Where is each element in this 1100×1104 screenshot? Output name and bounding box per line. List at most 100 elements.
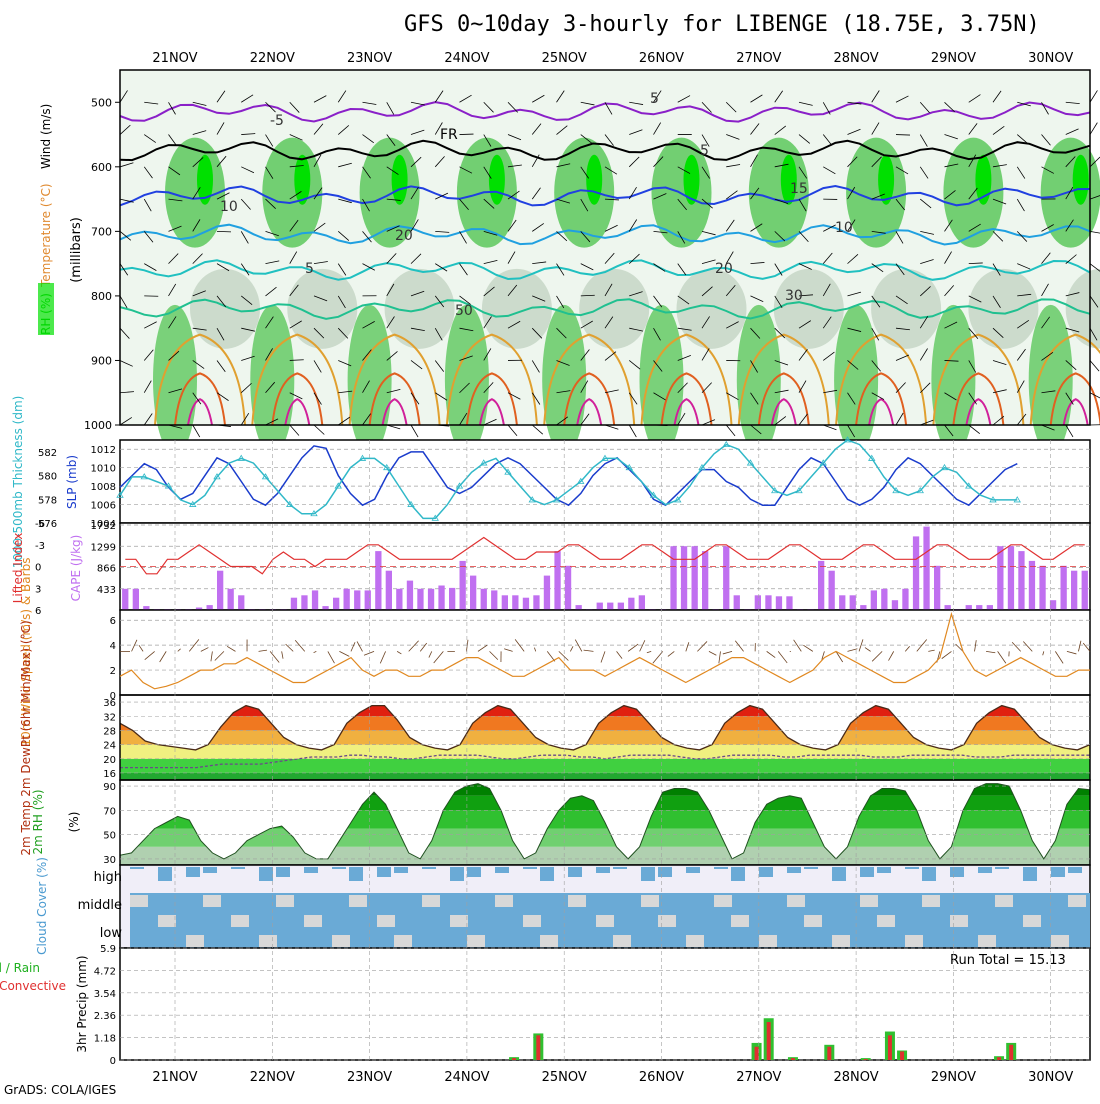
rh-band [120, 796, 1090, 811]
cloud-gap [394, 935, 412, 947]
cape-bar [386, 571, 392, 610]
date-label-top: 21NOV [152, 51, 197, 66]
slp-tick-label: 1006 [91, 501, 116, 512]
cloud-high [332, 867, 346, 869]
wind-barb [726, 425, 735, 436]
cloud-gap [1023, 915, 1041, 927]
precip-legend-total: Total / Rain [0, 961, 40, 975]
cape-bar [228, 589, 234, 610]
isotherm-label: 5 [650, 91, 659, 107]
precip-tick-label: 5.9 [100, 944, 116, 955]
cape-bar [301, 595, 307, 610]
isotherm-label: 10 [220, 199, 238, 215]
rh-core-blob [684, 155, 700, 205]
cape-tick-label: 1732 [91, 521, 116, 532]
wind-tick-label: 4 [110, 641, 116, 652]
cloud-gap [759, 935, 777, 947]
temp-band [120, 759, 1090, 773]
date-label-bottom: 30NOV [1028, 1070, 1073, 1085]
cloud-gap [276, 895, 294, 907]
cloud-gap [203, 895, 221, 907]
cape-bar [238, 595, 244, 610]
temp-tick-label: 28 [103, 726, 116, 737]
isotherm-label: 10 [835, 220, 853, 236]
cloud-high [1068, 867, 1082, 873]
wind-barb [314, 425, 324, 434]
rh-light-blob [579, 269, 649, 349]
upper-tick-label: 500 [91, 96, 112, 109]
temp-tick-label: 36 [103, 698, 116, 709]
cape-bar [934, 566, 940, 610]
cloud-gap [467, 935, 485, 947]
cloud-gap [950, 915, 968, 927]
wind-tick-label: 2 [110, 666, 116, 677]
cape-bar [470, 576, 476, 610]
wind-tick-label: 6 [110, 616, 116, 627]
cloud-high [1023, 867, 1037, 881]
wind-barb [1090, 231, 1100, 233]
temp-band [120, 730, 1090, 744]
cloud-high [276, 867, 290, 877]
cloud-gap [995, 895, 1013, 907]
cape-bar [923, 527, 929, 610]
rh-band [120, 810, 1090, 828]
cloud-gap [231, 915, 249, 927]
cape-bar [460, 561, 466, 610]
li-tick-label: 6 [35, 606, 41, 617]
isotherm-label: 20 [395, 228, 413, 244]
cloud-gap [978, 935, 996, 947]
cape-bar [871, 590, 877, 610]
wind-barb [532, 425, 543, 434]
cape-bar [639, 595, 645, 610]
cape-bar [217, 571, 223, 610]
cape-bar [449, 588, 455, 610]
cape-bar [607, 603, 613, 610]
thickness-tick-label: 580 [38, 472, 57, 483]
cape-bar [333, 598, 339, 610]
cape-bar [523, 598, 529, 610]
cloud-high [467, 867, 481, 877]
cloud-high [304, 867, 318, 873]
cloud-high [950, 867, 964, 877]
date-label-top: 25NOV [542, 51, 587, 66]
cape-bar [417, 589, 423, 610]
cloud-gap [450, 915, 468, 927]
upper-var-label: Wind (m/s) [39, 104, 53, 169]
upper-tick-label: 800 [91, 290, 112, 303]
thickness-tick-label: 582 [38, 448, 57, 459]
cloud-gap [905, 935, 923, 947]
rh-core-blob [586, 155, 602, 205]
precip-tick-label: 0 [110, 1056, 116, 1067]
upper-var-label: Temperature (°C) [39, 183, 53, 288]
chart-title: GFS 0~10day 3-hourly for LIBENGE (18.75E… [404, 12, 1040, 37]
cloud-gap [641, 895, 659, 907]
cloud-row-label: high [94, 870, 122, 885]
cape-bar [365, 590, 371, 610]
cloud-high [613, 867, 627, 869]
rh-light-blob [482, 269, 552, 349]
precip-bar-conv [767, 1022, 771, 1060]
cape-bar [618, 603, 624, 610]
date-label-top: 29NOV [931, 51, 976, 66]
precip-bar-conv [864, 1059, 868, 1060]
cape-bar [312, 590, 318, 610]
wind-barb [629, 425, 636, 437]
cape-bar [734, 595, 740, 610]
precip-tick-label: 2.36 [94, 1011, 116, 1022]
cloud-high [523, 867, 537, 869]
precip-bar-conv [755, 1047, 759, 1060]
rh-core-blob [392, 155, 408, 205]
cape-bar [702, 551, 708, 610]
rh-tick-label: 50 [103, 831, 116, 842]
wind-barb [411, 425, 418, 437]
cloud-gap [377, 915, 395, 927]
date-label-bottom: 27NOV [736, 1070, 781, 1085]
slp-tick-label: 1012 [91, 445, 116, 456]
date-label-top: 24NOV [444, 51, 489, 66]
cape-bar [375, 551, 381, 610]
rh-band [120, 780, 1090, 796]
cloud-high [158, 867, 172, 881]
upper-tick-label: 900 [91, 354, 112, 367]
cape-bar [491, 590, 497, 610]
cloud-gap [422, 895, 440, 907]
